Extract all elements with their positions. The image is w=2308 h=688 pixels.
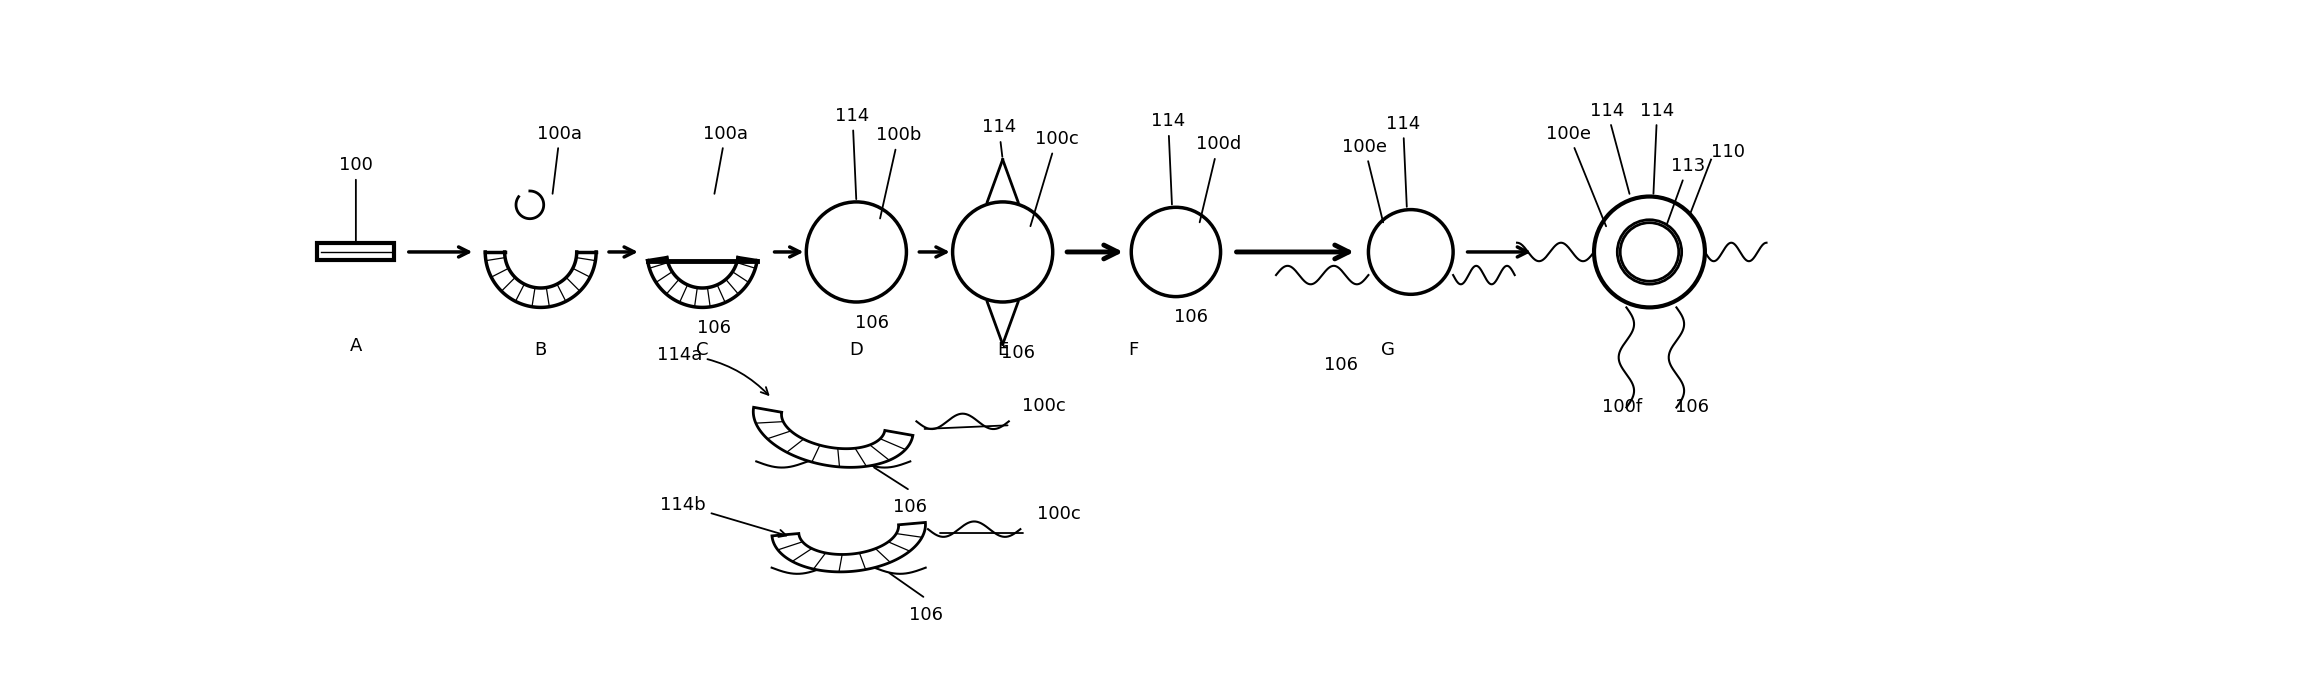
Text: 106: 106 <box>1175 308 1209 326</box>
Circle shape <box>805 202 907 302</box>
Circle shape <box>1131 207 1221 297</box>
Circle shape <box>1620 223 1678 281</box>
Text: 114: 114 <box>1590 102 1629 194</box>
Text: 110: 110 <box>1710 143 1745 161</box>
Text: 106: 106 <box>697 319 732 337</box>
Polygon shape <box>752 407 914 467</box>
Text: 100b: 100b <box>877 126 921 219</box>
Text: 114: 114 <box>1385 115 1419 207</box>
Text: 114a: 114a <box>655 346 769 395</box>
Text: F: F <box>1129 341 1138 358</box>
Text: 100c: 100c <box>1022 397 1066 415</box>
Text: 100f: 100f <box>1602 398 1643 416</box>
Text: 100c: 100c <box>1036 505 1080 523</box>
Text: 114: 114 <box>1152 112 1186 204</box>
Text: 100d: 100d <box>1196 136 1242 222</box>
Text: G: G <box>1380 341 1394 358</box>
Text: 113: 113 <box>1662 157 1706 238</box>
Text: A: A <box>351 336 362 354</box>
Text: 114: 114 <box>835 107 870 199</box>
Circle shape <box>1618 219 1683 284</box>
Text: 114: 114 <box>981 118 1016 157</box>
Text: E: E <box>997 341 1009 358</box>
Text: 100e: 100e <box>1341 138 1387 222</box>
Text: 106: 106 <box>909 606 942 624</box>
Text: D: D <box>849 341 863 358</box>
Text: 100c: 100c <box>1029 130 1078 226</box>
Text: 106: 106 <box>1002 345 1034 363</box>
Text: 114: 114 <box>1641 102 1673 194</box>
Text: 100a: 100a <box>538 125 582 194</box>
Circle shape <box>1369 210 1454 294</box>
Text: 100: 100 <box>339 156 374 241</box>
Text: 106: 106 <box>1676 398 1708 416</box>
Text: 100e: 100e <box>1546 125 1606 226</box>
Text: 106: 106 <box>854 314 889 332</box>
Bar <box>319 244 395 261</box>
Text: 114b: 114b <box>660 496 787 537</box>
Text: B: B <box>535 341 547 358</box>
Text: 106: 106 <box>1325 356 1359 374</box>
Circle shape <box>1595 197 1706 308</box>
Text: W: W <box>1641 266 1659 284</box>
Text: C: C <box>697 341 709 358</box>
Text: 106: 106 <box>893 498 928 517</box>
Circle shape <box>953 202 1052 302</box>
Polygon shape <box>771 522 926 572</box>
Text: 100a: 100a <box>704 125 748 194</box>
